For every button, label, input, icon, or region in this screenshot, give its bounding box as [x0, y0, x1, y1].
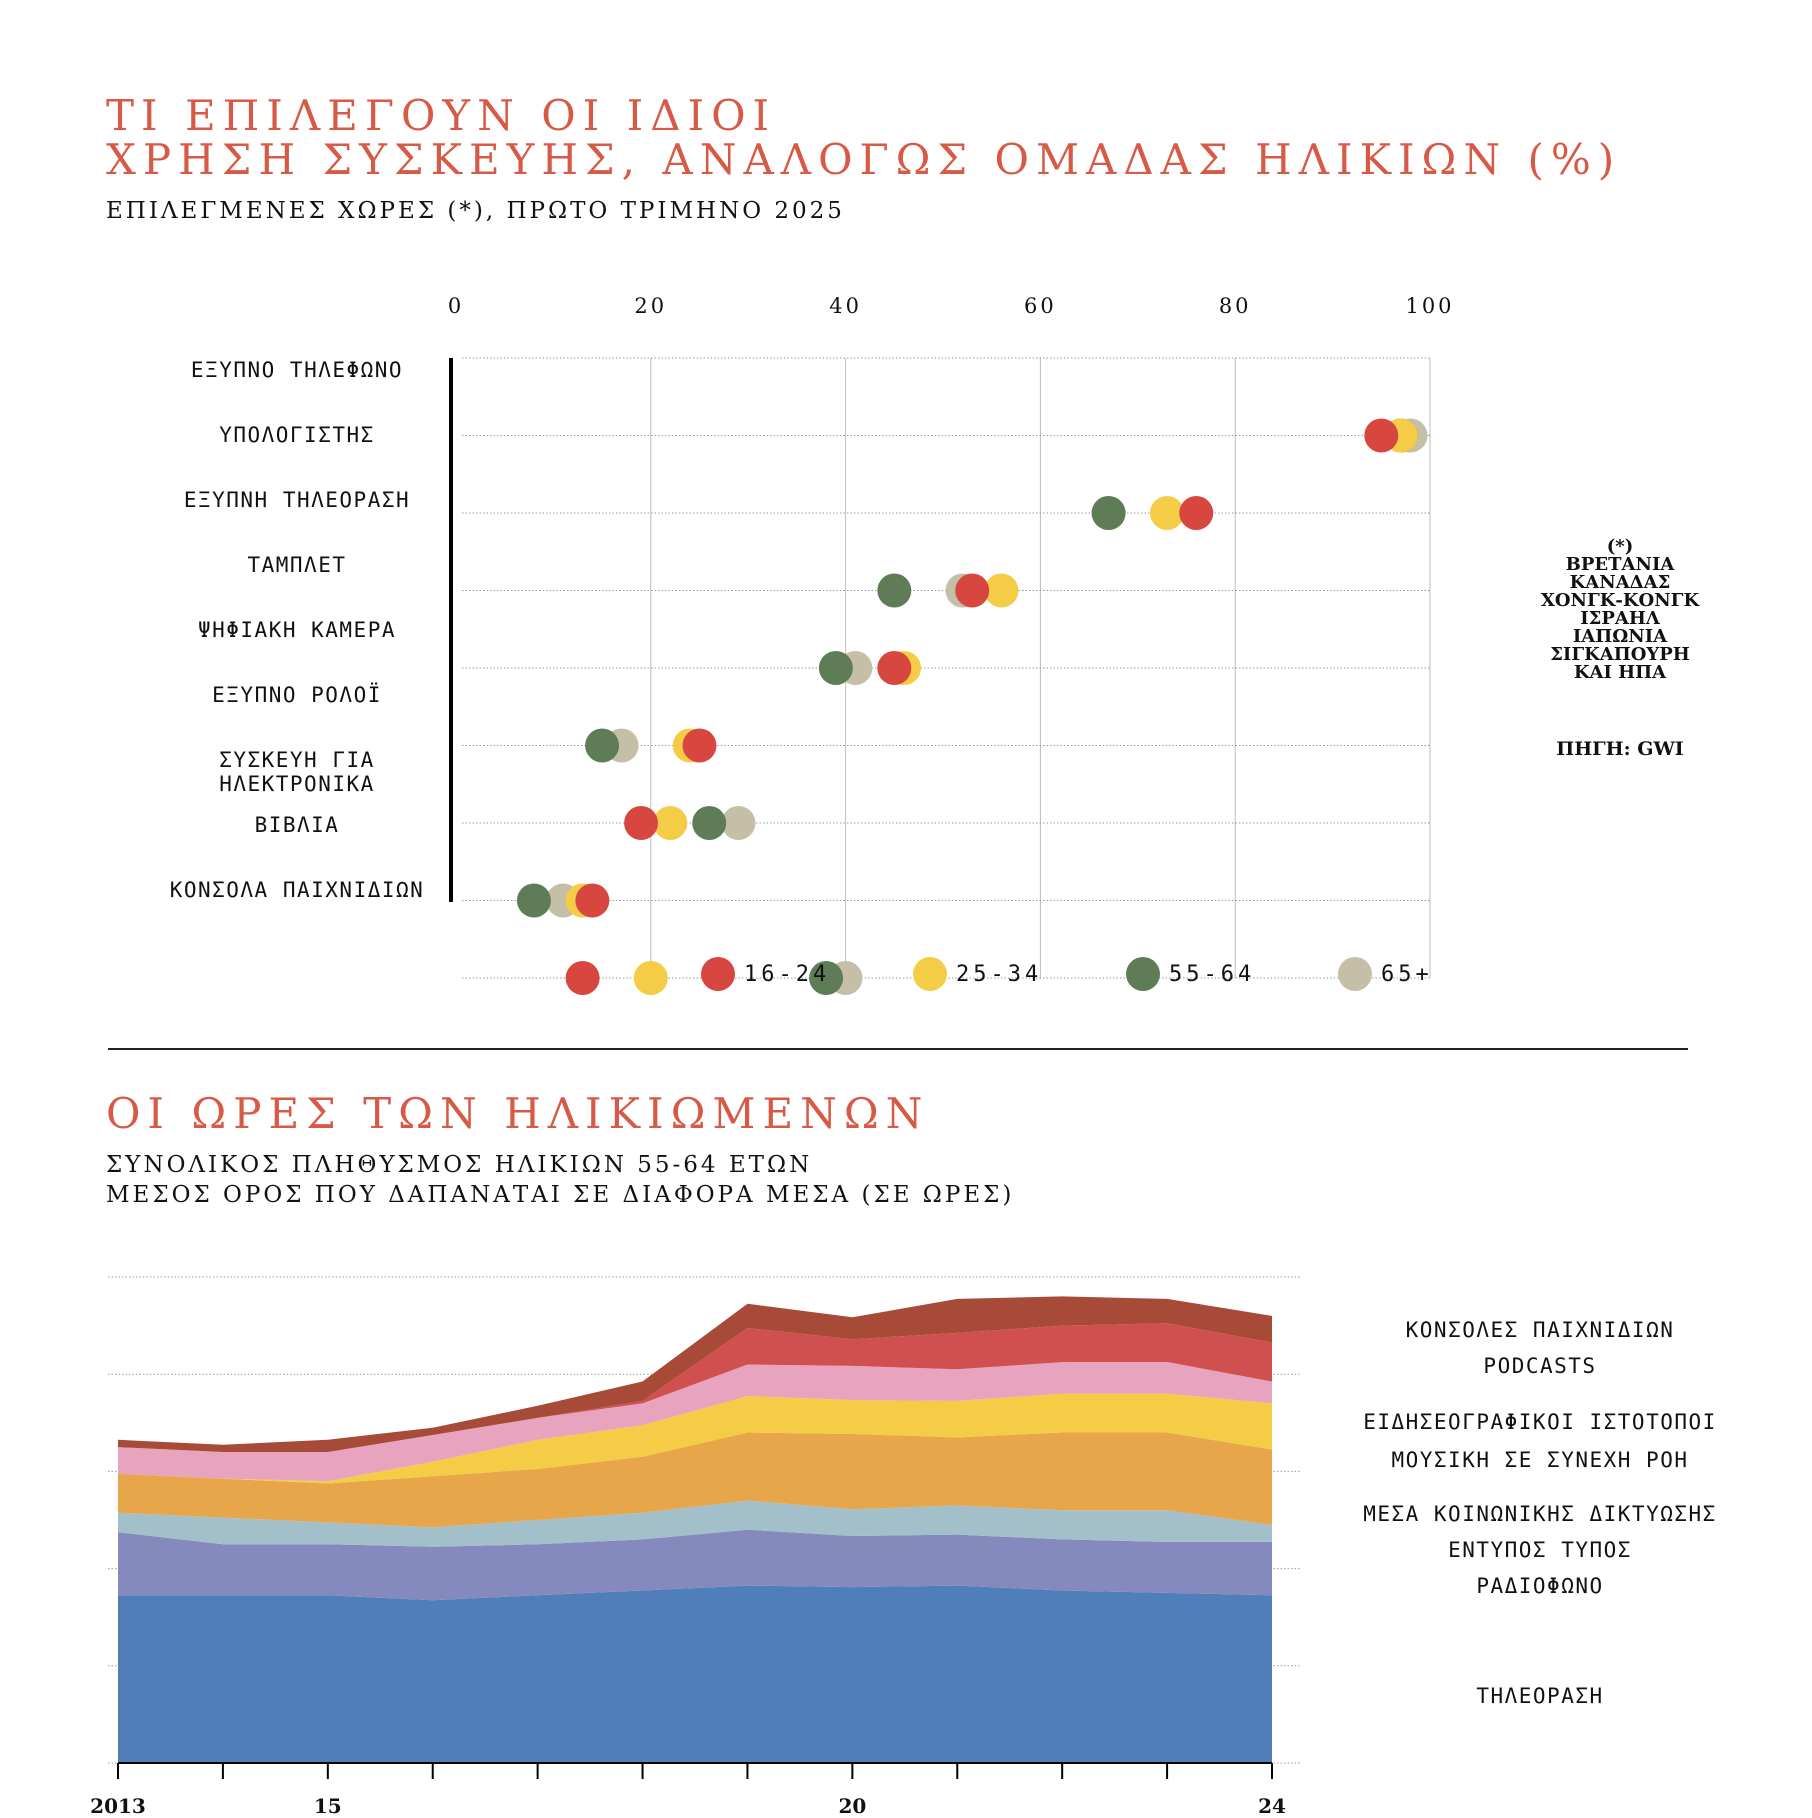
area-year-label: 24	[1258, 1794, 1286, 1818]
dot-x-tick-label: 100	[1405, 294, 1455, 318]
legend-label: 55-64	[1169, 962, 1256, 987]
dot-25-34-6	[653, 806, 688, 840]
area-series-podcasts	[118, 1323, 1272, 1452]
legend-label: 16-24	[744, 962, 831, 987]
dot-category-label: ΕΞΥΠΝΟ ΡΟΛΟΪ	[212, 683, 382, 707]
chart2-subtitle-line2: ΜΕΣΟΣ ΟΡΟΣ ΠΟΥ ΔΑΠΑΝΑΤΑΙ ΣΕ ΔΙΑΦΟΡΑ ΜΕΣΑ…	[106, 1182, 1015, 1208]
chart2-title: ΟΙ ΩΡΕΣ ΤΩΝ ΗΛΙΚΙΩΜΕΝΩΝ	[106, 1089, 930, 1138]
area-year-label: 2013	[90, 1794, 146, 1818]
area-series-εντυπος-τυπος	[118, 1500, 1272, 1547]
area-legend-label: ΤΗΛΕΟΡΑΣΗ	[1476, 1684, 1604, 1708]
dot-x-tick-label: 0	[447, 294, 465, 318]
area-legend-label: PODCASTS	[1483, 1354, 1597, 1378]
area-legend-label: ΜΟΥΣΙΚΗ ΣΕ ΣΥΝΕΧΗ ΡΟΗ	[1391, 1448, 1689, 1472]
chart1-title-line2: ΧΡΗΣΗ ΣΥΣΚΕΥΗΣ, ΑΝΑΛΟΓΩΣ ΟΜΑΔΑΣ ΗΛΙΚΙΩΝ …	[106, 135, 1622, 184]
area-series-ειδησεογραφικοι-ιστοτοποι	[118, 1362, 1272, 1482]
area-legend-label: ΕΝΤΥΠΟΣ ΤΥΠΟΣ	[1448, 1538, 1632, 1562]
dot-x-tick-label: 60	[1024, 294, 1057, 318]
section-divider	[108, 1048, 1688, 1050]
note-line: ΧΟΝΓΚ-ΚΟΝΓΚ	[1540, 590, 1700, 611]
dot-55-64-2	[1091, 496, 1126, 530]
dot-16-24-5	[682, 728, 717, 763]
dot-plot-chart	[449, 357, 1431, 995]
legend-swatch-25-34	[913, 957, 947, 991]
dot-category-label: ΚΟΝΣΟΛΑ ΠΑΙΧΝΙΔΙΩΝ	[169, 878, 425, 902]
dot-category-label: ΤΑΜΠΛΕΤ	[247, 553, 347, 577]
dot-category-label: ΥΠΟΛΟΓΙΣΤΗΣ	[219, 423, 375, 447]
dot-16-24-3	[955, 573, 990, 608]
dot-x-tick-label: 40	[829, 294, 862, 318]
dot-16-24-7	[575, 883, 610, 918]
dot-25-34-2	[1150, 496, 1185, 530]
area-legend-label: ΕΙΔΗΣΕΟΓΡΑΦΙΚΟΙ ΙΣΤΟΤΟΠΟΙ	[1363, 1410, 1717, 1434]
area-legend-label: ΡΑΔΙΟΦΩΝΟ	[1476, 1574, 1604, 1598]
legend-swatch-16-24	[701, 957, 735, 991]
area-series-κονσολες-παιχνιδιων	[118, 1296, 1272, 1452]
legend-label: 25-34	[956, 962, 1043, 987]
dot-category-label: ΣΥΣΚΕΥΗ ΓΙΑ ΗΛΕΚΤΡΟΝΙΚΑ	[219, 748, 375, 796]
dot-category-label: ΒΙΒΛΙΑ	[254, 813, 340, 837]
chart1-subtitle: ΕΠΙΛΕΓΜΕΝΕΣ ΧΩΡΕΣ (*), ΠΡΩΤΟ ΤΡΙΜΗΝΟ 202…	[106, 198, 845, 224]
dot-category-label: ΨΗΦΙΑΚΗ ΚΑΜΕΡΑ	[197, 618, 396, 642]
source-note: ΠΗΓΗ: GWI	[1556, 738, 1684, 760]
area-series-μεσα-κοινωνικης-δικτυωσης	[118, 1432, 1272, 1528]
dot-x-tick-label: 20	[634, 294, 668, 318]
note-line: ΙΑΠΩΝΙΑ	[1572, 626, 1668, 647]
chart2-subtitle-line1: ΣΥΝΟΛΙΚΟΣ ΠΛΗΘΥΣΜΟΣ ΗΛΙΚΙΩΝ 55-64 ΕΤΩΝ	[106, 1152, 813, 1178]
legend-label: 65+	[1381, 962, 1433, 987]
area-legend-label: ΚΟΝΣΟΛΕΣ ΠΑΙΧΝΙΔΙΩΝ	[1405, 1318, 1675, 1342]
area-year-label: 20	[838, 1794, 867, 1818]
note-line: ΙΣΡΑΗΛ	[1580, 608, 1660, 629]
dot-16-24-6	[624, 806, 659, 840]
area-series-ραδιοφωνο	[118, 1529, 1272, 1601]
legend-swatch-65	[1338, 957, 1372, 991]
dot-x-tick-label: 80	[1218, 294, 1252, 318]
dot-25-34-8	[633, 961, 668, 995]
dot-category-label: ΕΞΥΠΝΗ ΤΗΛΕΟΡΑΣΗ	[183, 488, 411, 512]
dot-55-64-5	[585, 728, 620, 763]
area-legend-label: ΜΕΣΑ ΚΟΙΝΩΝΙΚΗΣ ΔΙΚΤΥΩΣΗΣ	[1363, 1502, 1717, 1526]
area-series-τηλεοραση	[118, 1585, 1272, 1763]
note-line: ΚΑΙ ΗΠΑ	[1573, 662, 1667, 683]
dot-16-24-1	[1364, 418, 1399, 453]
area-year-label: 15	[313, 1794, 342, 1818]
dot-55-64-4	[818, 651, 853, 685]
note-line: ΒΡΕΤΑΝΙΑ	[1565, 554, 1675, 575]
dot-25-34-3	[984, 573, 1019, 608]
dot-55-64-6	[692, 806, 727, 840]
dot-65-6	[721, 806, 756, 840]
legend-swatch-55-64	[1126, 957, 1160, 991]
dot-55-64-7	[516, 883, 551, 918]
note-line: ΣΙΓΚΑΠΟΥΡΗ	[1550, 644, 1690, 665]
note-line: ΚΑΝΑΔΑΣ	[1569, 572, 1671, 593]
chart1-title-line1: ΤΙ ΕΠΙΛΕΓΟΥΝ ΟΙ ΙΔΙΟΙ	[106, 91, 777, 140]
dot-16-24-2	[1179, 496, 1214, 530]
note-line: (*)	[1606, 536, 1634, 557]
dot-category-label: ΕΞΥΠΝΟ ΤΗΛΕΦΩΝΟ	[190, 358, 404, 382]
area-series-μουσικη-σε-συνεχη-ροη	[118, 1393, 1272, 1484]
dot-55-64-8	[809, 961, 844, 995]
dot-16-24-4	[877, 651, 912, 685]
dot-16-24-8	[565, 961, 600, 995]
dot-55-64-3	[877, 573, 912, 608]
